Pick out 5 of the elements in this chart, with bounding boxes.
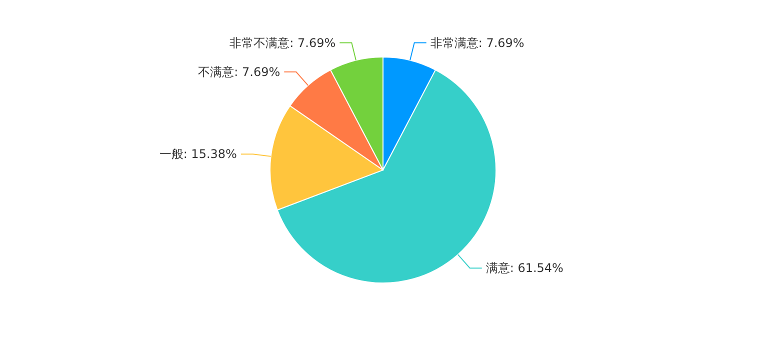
slice-label: 满意: 61.54%: [486, 261, 564, 276]
slice-label: 非常满意: 7.69%: [430, 36, 524, 50]
slice-label: 非常不满意: 7.69%: [230, 36, 336, 50]
slice-label: 一般: 15.38%: [159, 147, 237, 162]
slice-label: 不满意: 7.69%: [198, 64, 280, 79]
